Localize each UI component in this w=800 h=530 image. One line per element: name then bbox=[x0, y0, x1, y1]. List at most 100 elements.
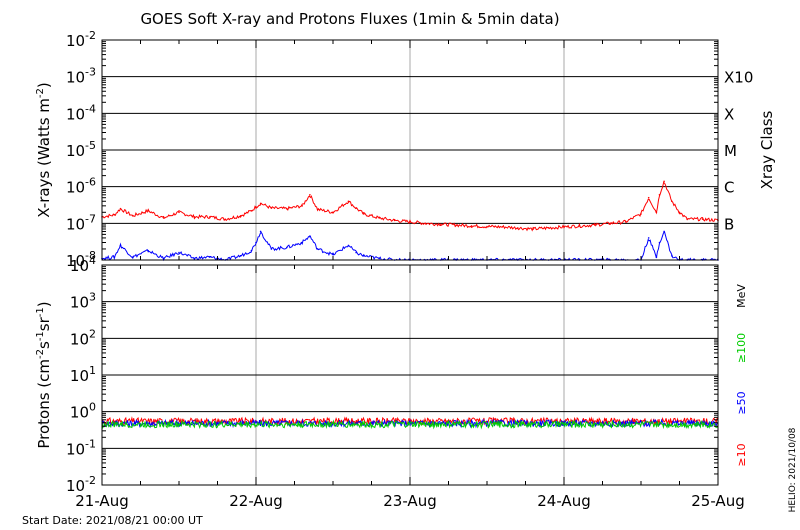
xray-long-point bbox=[119, 207, 122, 210]
y-tick-label: 10-1 bbox=[66, 437, 96, 458]
xray-short-point bbox=[658, 241, 661, 244]
xray-long-point bbox=[671, 200, 673, 203]
axes-layer bbox=[101, 39, 719, 486]
xray-long-point bbox=[250, 209, 253, 212]
xray-long-point bbox=[316, 208, 319, 211]
xray-long-point bbox=[393, 219, 396, 222]
xray-long-point bbox=[332, 211, 334, 214]
proton-y-axis-label: Protons (cm-2s-1sr-1) bbox=[35, 301, 53, 448]
xray-long-point bbox=[259, 202, 262, 205]
x-tick-label: 23-Aug bbox=[383, 492, 436, 510]
xray-short-point bbox=[178, 251, 180, 254]
xray-long-point bbox=[532, 228, 534, 230]
xray-long-point bbox=[178, 211, 180, 214]
xray-long-point bbox=[347, 200, 350, 203]
xray-long-point bbox=[517, 227, 519, 229]
xray-long-point bbox=[470, 225, 473, 227]
grid-layer bbox=[102, 40, 718, 485]
xray-class-axis-label: Xray Class bbox=[758, 110, 776, 189]
xray-long-point bbox=[563, 226, 565, 228]
xray-long-point bbox=[309, 194, 311, 196]
xray-class-label-c: C bbox=[724, 179, 734, 197]
xray-long-point bbox=[286, 207, 288, 210]
xray-long-point bbox=[640, 213, 642, 215]
x-tick-label: 21-Aug bbox=[75, 492, 128, 510]
xray-long-point bbox=[424, 222, 427, 225]
xray-short-point bbox=[162, 257, 165, 260]
xray-long-point bbox=[547, 227, 550, 229]
xray-long-point bbox=[501, 226, 504, 228]
xray-long-point bbox=[701, 218, 704, 220]
y-tick-label: 10-4 bbox=[66, 102, 96, 123]
xray-short-point bbox=[316, 248, 319, 250]
proton-legend-entry: ≥10 bbox=[735, 443, 748, 466]
xray-short-point bbox=[363, 255, 365, 257]
xray-long-series-line bbox=[101, 181, 719, 232]
xray-short-point bbox=[209, 256, 211, 258]
xray-long-point bbox=[239, 215, 242, 217]
xray-class-label-x10: X10 bbox=[724, 69, 753, 87]
y-tick-label: 101 bbox=[70, 364, 96, 385]
proton-legend-entry: ≥50 bbox=[735, 391, 748, 414]
xray-long-point bbox=[655, 211, 658, 214]
xray-long-point bbox=[270, 207, 273, 209]
xray-short-point bbox=[255, 241, 257, 244]
xray-long-point bbox=[209, 216, 211, 218]
xray-short-point bbox=[647, 237, 650, 239]
proton-legend-entry: ≥100 bbox=[735, 333, 748, 363]
chart-title: GOES Soft X-ray and Protons Fluxes (1min… bbox=[140, 10, 559, 28]
xray-short-point bbox=[301, 241, 304, 244]
xray-long-point bbox=[224, 218, 226, 220]
proton-unit-label: MeV bbox=[735, 284, 748, 308]
y-tick-label: 100 bbox=[70, 401, 96, 422]
xray-short-point bbox=[671, 255, 673, 257]
x-tick-label: 22-Aug bbox=[229, 492, 282, 510]
xray-long-point bbox=[409, 221, 411, 223]
xray-long-point bbox=[301, 205, 304, 207]
xray-long-point bbox=[162, 217, 165, 219]
xray-short-point bbox=[132, 256, 134, 258]
xray-frame bbox=[101, 39, 719, 261]
xray-long-point bbox=[658, 194, 661, 196]
xray-short-point bbox=[250, 249, 253, 252]
xray-long-point bbox=[486, 225, 488, 228]
xray-long-point bbox=[147, 209, 149, 212]
xray-short-point bbox=[347, 244, 350, 247]
xray-short-point bbox=[655, 256, 658, 258]
xray-long-point bbox=[440, 223, 442, 225]
xray-y-axis-label: X-rays (Watts m-2) bbox=[35, 82, 53, 217]
xray-long-point bbox=[363, 213, 365, 215]
xray-long-point bbox=[663, 180, 665, 183]
xray-long-point bbox=[686, 218, 688, 220]
y-tick-label: 10-2 bbox=[66, 29, 96, 50]
y-tick-label: 10-3 bbox=[66, 66, 96, 87]
y-tick-label: 103 bbox=[70, 291, 96, 312]
xray-long-point bbox=[647, 196, 650, 199]
xray-short-point bbox=[193, 257, 196, 260]
y-tick-label: 104 bbox=[70, 254, 96, 275]
labels-layer: 10-8 10-7 10-6 10-5 10-4 10-3 10-2 10-2 10-1 100 1… bbox=[35, 29, 798, 512]
y-tick-label: 102 bbox=[70, 327, 96, 348]
xray-long-point bbox=[455, 224, 458, 226]
proton-series-line bbox=[101, 419, 719, 430]
xray-short-point bbox=[309, 235, 311, 237]
xray-long-point bbox=[132, 215, 134, 217]
y-tick-label: 10-2 bbox=[66, 474, 96, 495]
xray-short-point bbox=[259, 230, 262, 233]
y-tick-label: 10-5 bbox=[66, 139, 96, 160]
proton-frame bbox=[101, 264, 719, 486]
xray-long-point bbox=[609, 222, 611, 225]
xray-short-point bbox=[113, 256, 116, 258]
xray-long-point bbox=[193, 216, 196, 218]
xray-long-point bbox=[578, 225, 581, 227]
credit-label: HELIO: 2021/10/08 bbox=[788, 427, 798, 512]
xray-class-label-x: X bbox=[724, 105, 734, 123]
xray-long-point bbox=[255, 206, 257, 208]
xray-short-point bbox=[147, 249, 149, 252]
xray-short-point bbox=[332, 253, 334, 256]
xray-class-label-m: M bbox=[724, 142, 737, 160]
y-tick-label: 10-6 bbox=[66, 176, 96, 197]
xray-short-point bbox=[239, 255, 242, 257]
